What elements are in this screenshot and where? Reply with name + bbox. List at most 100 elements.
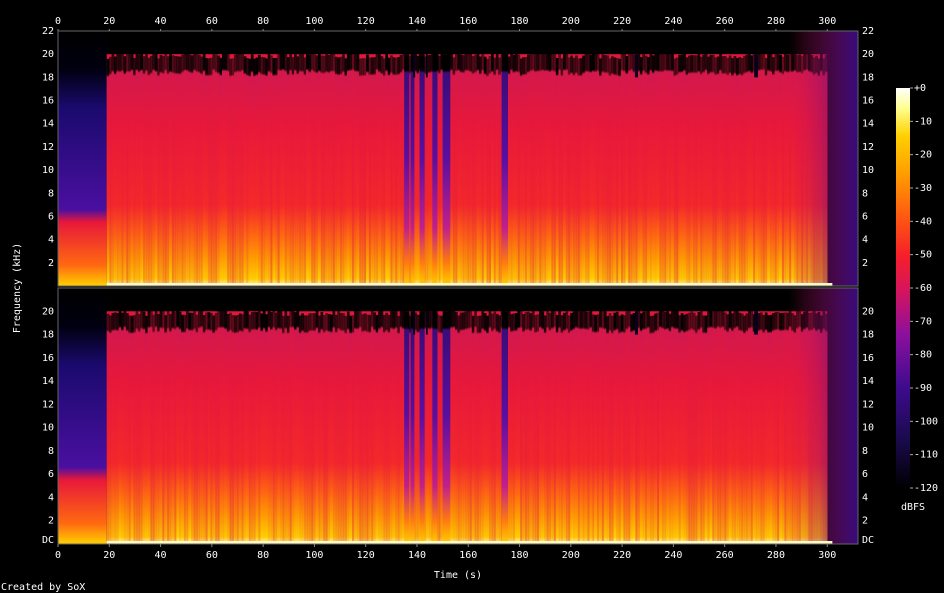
- spectrum-column: [226, 314, 230, 544]
- spectrum-column: [493, 57, 497, 287]
- spectrum-column: [344, 315, 348, 544]
- spectrum-column: [529, 313, 533, 544]
- y-tick-label-left: 8: [48, 446, 54, 457]
- spectrum-column: [397, 56, 401, 286]
- spectrum-column: [358, 309, 362, 544]
- spectrum-column: [731, 58, 734, 286]
- spectrum-column: [113, 312, 117, 544]
- spectrum-column: [238, 54, 242, 286]
- spectrum-column: [260, 313, 264, 544]
- colorbar-tick-label: -80: [914, 350, 932, 361]
- spectrum-column: [637, 53, 641, 287]
- spectrum-column: [332, 309, 336, 544]
- y-tick-label-right: 10: [862, 165, 874, 176]
- x-tick-label-top: 260: [716, 16, 734, 27]
- colorbar-tick-label: -90: [914, 383, 932, 394]
- spectrum-column: [205, 312, 208, 544]
- spectrum-column: [668, 313, 672, 544]
- y-tick-label-left: 22: [42, 26, 54, 37]
- x-tick-label-top: 220: [613, 16, 631, 27]
- spectrum-column: [322, 314, 326, 544]
- x-tick-label-top: 20: [103, 16, 115, 27]
- gap-segment: [425, 54, 428, 78]
- spectrum-column: [659, 309, 662, 544]
- spectrum-column: [137, 314, 141, 544]
- spectrum-column: [668, 53, 672, 286]
- spectrum-column: [697, 53, 701, 286]
- spectrum-column: [649, 52, 653, 286]
- spectrum-column: [366, 314, 369, 544]
- spectrum-column: [611, 315, 614, 544]
- spectrum-column: [510, 52, 513, 286]
- quiet-segment: [432, 311, 438, 544]
- quiet-segment: [410, 311, 415, 544]
- spectrum-column: [368, 57, 372, 286]
- spectrum-column: [719, 309, 722, 544]
- spectrum-column: [656, 53, 660, 286]
- spectrum-column: [577, 58, 581, 286]
- gap-segment: [413, 311, 416, 335]
- spectrum-column: [663, 52, 667, 286]
- spectrum-column: [596, 53, 600, 286]
- spectrum-column: [608, 313, 612, 544]
- spectrum-column: [495, 52, 499, 286]
- spectrum-column: [209, 312, 213, 544]
- spectrum-column: [308, 313, 312, 544]
- spectrum-column: [738, 56, 742, 287]
- spectrum-column: [173, 55, 177, 286]
- spectrum-column: [118, 309, 122, 544]
- spectrum-column: [306, 51, 309, 287]
- spectrum-column: [282, 51, 285, 286]
- spectrum-column: [591, 53, 595, 287]
- spectrum-column: [591, 314, 595, 544]
- spectrum-column: [274, 312, 278, 544]
- spectrum-column: [471, 315, 475, 544]
- spectrum-column: [169, 313, 172, 544]
- spectrum-column: [704, 315, 708, 544]
- spectrum-column: [495, 313, 499, 544]
- spectrum-column: [344, 58, 348, 286]
- spectrum-column: [565, 311, 569, 544]
- spectrum-column: [699, 56, 703, 286]
- spectrum-column: [582, 55, 585, 286]
- y-tick-label-right: 18: [862, 330, 874, 341]
- spectrum-column: [246, 57, 249, 287]
- spectrum-column: [654, 313, 658, 544]
- spectrum-column: [123, 56, 127, 286]
- x-tick-label-top: 160: [459, 16, 477, 27]
- x-tick-label-top: 120: [357, 16, 375, 27]
- spectrum-column: [310, 52, 314, 286]
- spectrum-column: [507, 309, 511, 544]
- spectrum-column: [361, 58, 365, 287]
- spectrum-column: [673, 310, 677, 544]
- spectrum-column: [183, 52, 187, 287]
- spectrum-column: [630, 51, 634, 286]
- spectrum-column: [632, 313, 636, 544]
- spectrum-column: [229, 312, 232, 544]
- spectrum-column: [140, 52, 144, 287]
- spectrum-column: [289, 309, 292, 544]
- spectrum-column: [572, 311, 576, 544]
- spectrum-column: [529, 53, 533, 287]
- y-tick-label-right: 6: [862, 469, 868, 480]
- x-axis-label: Time (s): [434, 570, 482, 581]
- spectrum-column: [767, 52, 770, 287]
- spectrum-column: [346, 53, 350, 286]
- spectrum-column: [130, 52, 134, 287]
- spectrum-column: [476, 315, 480, 544]
- spectrum-column: [483, 313, 487, 544]
- y-axis-label: Frequency (kHz): [12, 243, 23, 333]
- spectrum-column: [536, 314, 540, 544]
- spectrum-column: [752, 54, 756, 287]
- spectrum-column: [346, 311, 350, 544]
- colorbar-tick-label: -70: [914, 316, 932, 327]
- spectrum-column: [390, 55, 393, 286]
- spectrogram-channel-1: [57, 30, 859, 287]
- spectrum-column: [358, 58, 362, 287]
- spectrum-column: [512, 313, 516, 544]
- spectrum-column: [750, 55, 754, 286]
- spectrum-column: [296, 56, 300, 287]
- spectrum-column: [671, 53, 674, 287]
- spectrum-column: [601, 310, 605, 544]
- spectrum-column: [349, 315, 353, 544]
